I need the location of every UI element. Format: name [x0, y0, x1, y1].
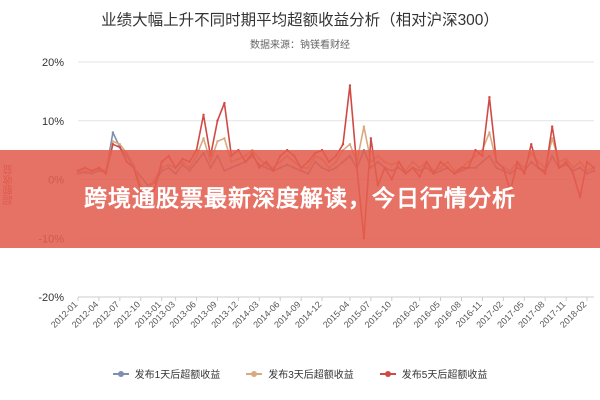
series-3-point [488, 96, 491, 99]
series-1-point [111, 131, 115, 134]
headline-text: 跨境通股票最新深度解读，今日行情分析 [84, 186, 516, 212]
y-tick-label: 20% [42, 57, 64, 69]
series-3-point [202, 113, 205, 117]
legend-item-1day[interactable]: 发布1天后超额收益 [112, 366, 221, 381]
legend-label-3day: 发布3天后超额收益 [268, 370, 354, 381]
series-2-point [362, 125, 366, 128]
series-2-point [216, 140, 219, 143]
series-3-point [118, 145, 122, 149]
headline-banner: 跨境通股票最新深度解读，今日行情分析 [0, 150, 600, 248]
legend-label-1day: 发布1天后超额收益 [134, 370, 221, 381]
series-2-point [111, 140, 115, 143]
series-3-point [111, 143, 115, 146]
series-3-point [223, 101, 226, 105]
y-tick-label: 10% [42, 116, 64, 128]
series-2-point [223, 137, 226, 140]
legend-item-3day[interactable]: 发布3天后超额收益 [246, 366, 354, 381]
series-2-point [550, 137, 554, 140]
series-3-point [216, 119, 219, 122]
legend: 发布1天后超额收益 发布3天后超额收益 发布5天后超额收益 [0, 366, 600, 381]
series-3-point [369, 137, 373, 140]
series-2-point [348, 143, 352, 146]
legend-swatch-3day [246, 369, 263, 379]
legend-item-5day[interactable]: 发布5天后超额收益 [379, 366, 488, 381]
chart-subtitle: 数据来源：钠镁看财经 [250, 40, 350, 51]
series-3-point [530, 143, 533, 146]
y-tick-label: -20% [38, 292, 64, 304]
x-tick-labels: 2012-012012-042012-072012-102013-012013-… [49, 299, 588, 329]
series-3-point [550, 125, 554, 128]
chart-title: 业绩大幅上升不同时期平均超额收益分析（相对沪深300） [101, 12, 499, 29]
series-3-point [341, 143, 345, 146]
series-3-point [348, 84, 352, 87]
series-2-point [488, 131, 491, 134]
series-2-point [118, 143, 122, 146]
legend-label-5day: 发布5天后超额收益 [401, 370, 488, 381]
legend-swatch-5day [379, 369, 396, 379]
legend-swatch-1day [112, 369, 129, 379]
series-2-point [202, 137, 205, 140]
